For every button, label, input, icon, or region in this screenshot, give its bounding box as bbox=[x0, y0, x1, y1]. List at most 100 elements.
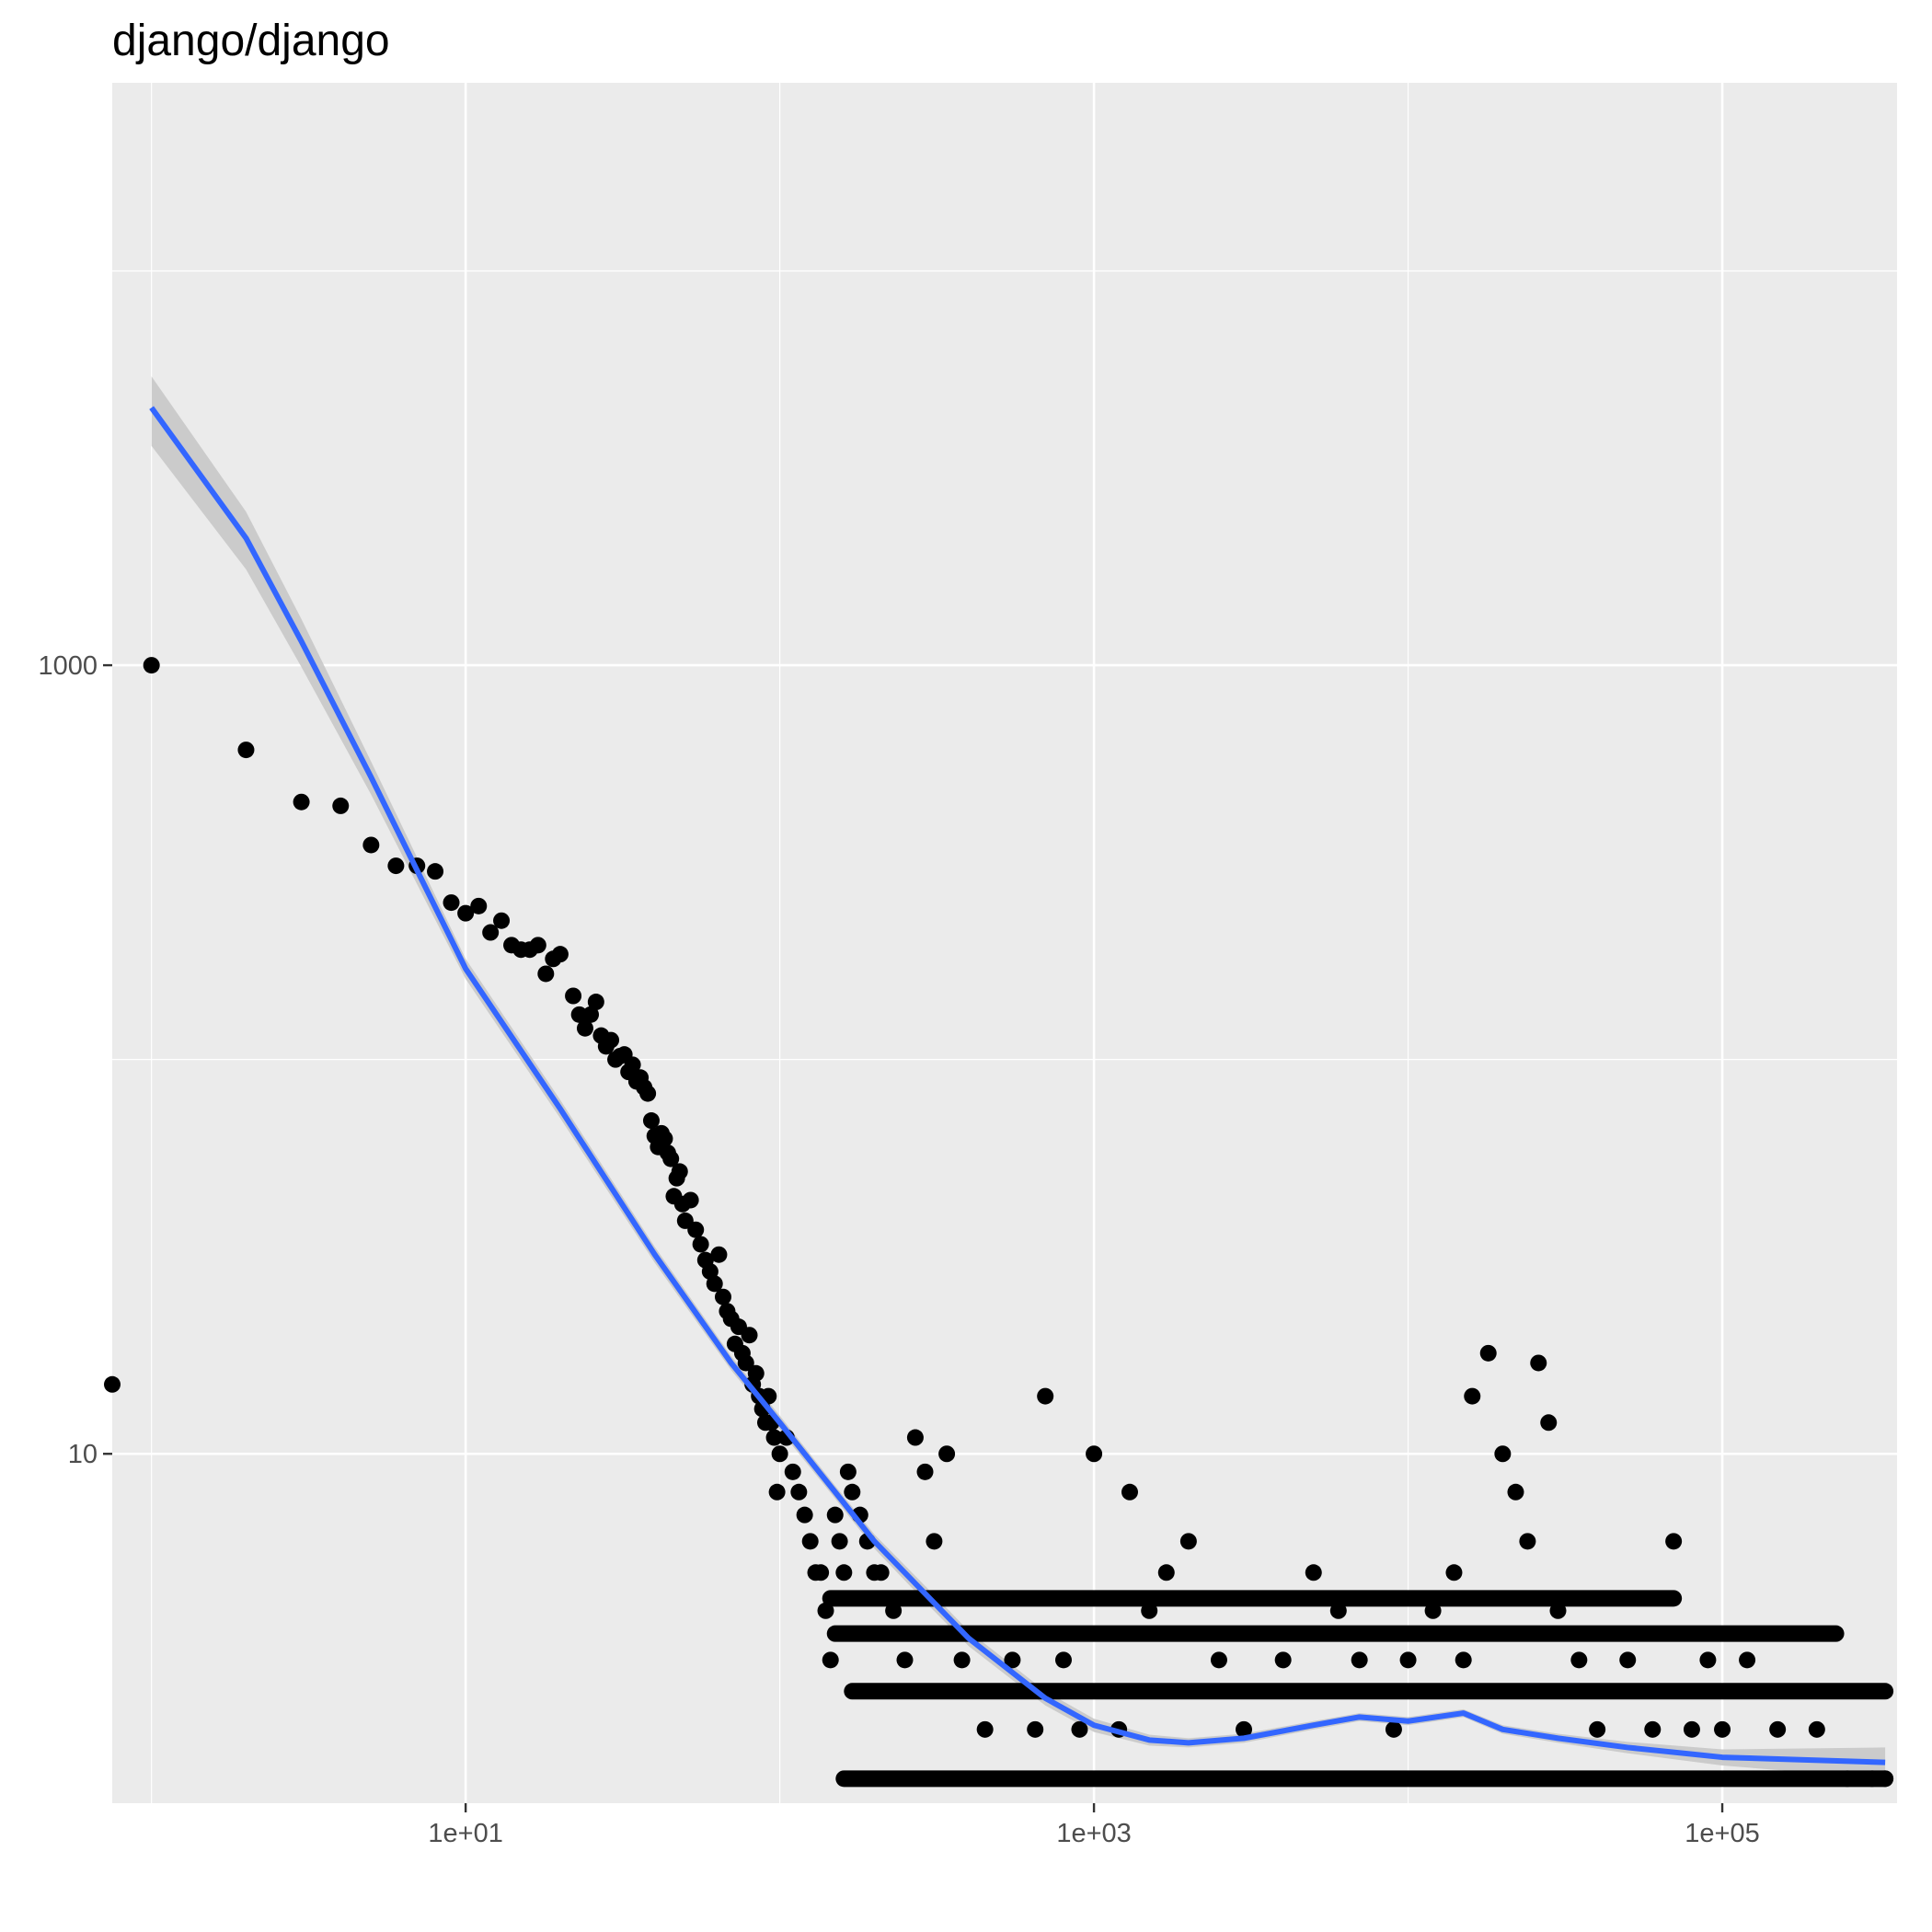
x-tick-label: 1e+01 bbox=[428, 1819, 502, 1848]
data-point bbox=[710, 1246, 728, 1263]
data-point bbox=[737, 1354, 754, 1372]
data-point bbox=[826, 1506, 844, 1524]
data-point bbox=[896, 1651, 914, 1669]
data-point bbox=[796, 1506, 813, 1524]
data-point bbox=[938, 1445, 956, 1463]
data-point bbox=[1808, 1720, 1825, 1738]
data-point bbox=[771, 1445, 788, 1463]
data-point bbox=[844, 1483, 861, 1501]
data-point bbox=[1236, 1720, 1253, 1738]
data-point bbox=[1619, 1651, 1637, 1669]
data-point bbox=[1644, 1720, 1662, 1738]
data-point bbox=[1714, 1720, 1731, 1738]
data-point bbox=[926, 1533, 943, 1550]
data-point bbox=[1179, 1533, 1197, 1550]
x-tick-label: 1e+05 bbox=[1685, 1819, 1759, 1848]
y-axis: 10 1000 bbox=[38, 651, 112, 1469]
data-point bbox=[642, 1112, 660, 1130]
data-point bbox=[482, 924, 500, 941]
data-point bbox=[687, 1221, 705, 1238]
data-point bbox=[1399, 1651, 1417, 1669]
data-point bbox=[551, 946, 569, 963]
data-point bbox=[387, 857, 405, 875]
data-point bbox=[639, 1085, 657, 1102]
data-point bbox=[332, 797, 350, 814]
data-point bbox=[682, 1191, 699, 1209]
data-point bbox=[1665, 1533, 1683, 1550]
data-point bbox=[706, 1275, 723, 1293]
data-point bbox=[784, 1463, 801, 1480]
data-point bbox=[831, 1533, 848, 1550]
smooth-line bbox=[149, 406, 1886, 1765]
data-point bbox=[906, 1429, 924, 1446]
data-point bbox=[427, 863, 444, 880]
data-point bbox=[765, 1429, 783, 1446]
data-point bbox=[1027, 1720, 1044, 1738]
data-point bbox=[1494, 1445, 1512, 1463]
data-point bbox=[1037, 1387, 1054, 1405]
data-point bbox=[537, 965, 555, 983]
data-point bbox=[916, 1463, 934, 1480]
data-point bbox=[1739, 1651, 1756, 1669]
data-point bbox=[747, 1364, 765, 1382]
data-point bbox=[822, 1651, 839, 1669]
data-point bbox=[790, 1483, 808, 1501]
plot-panel bbox=[112, 83, 1897, 1803]
data-point bbox=[443, 894, 460, 912]
data-point bbox=[1351, 1651, 1368, 1669]
data-point bbox=[587, 994, 604, 1011]
data-point bbox=[1305, 1564, 1322, 1581]
data-point bbox=[1589, 1720, 1606, 1738]
data-point bbox=[953, 1651, 971, 1669]
data-point bbox=[1004, 1651, 1021, 1669]
data-point bbox=[1570, 1651, 1588, 1669]
data-point bbox=[1071, 1720, 1088, 1738]
data-point bbox=[570, 1006, 588, 1023]
data-point bbox=[293, 793, 310, 811]
data-point bbox=[582, 1006, 600, 1023]
data-point bbox=[741, 1327, 758, 1344]
data-point bbox=[1455, 1651, 1472, 1669]
data-point bbox=[1519, 1533, 1536, 1550]
data-point bbox=[872, 1564, 890, 1581]
data-point bbox=[624, 1056, 641, 1074]
data-point bbox=[801, 1533, 819, 1550]
data-point bbox=[714, 1288, 731, 1305]
data-point bbox=[1769, 1720, 1787, 1738]
data-point bbox=[1385, 1720, 1402, 1738]
data-point bbox=[603, 1031, 620, 1049]
data-point bbox=[1274, 1651, 1292, 1669]
data-point bbox=[237, 742, 255, 759]
x-tick-label: 1e+03 bbox=[1056, 1819, 1131, 1848]
data-point bbox=[493, 912, 511, 929]
chart-title: django/django bbox=[112, 17, 390, 65]
data-point bbox=[576, 1019, 593, 1037]
data-point bbox=[1683, 1720, 1700, 1738]
data-point bbox=[656, 1130, 673, 1147]
data-point bbox=[662, 1150, 680, 1167]
data-point bbox=[104, 1375, 121, 1393]
data-point bbox=[835, 1564, 853, 1581]
grid-major bbox=[112, 83, 1897, 1803]
data-point bbox=[1479, 1344, 1497, 1362]
data-point bbox=[457, 904, 475, 922]
data-point bbox=[1054, 1651, 1072, 1669]
data-point bbox=[692, 1236, 709, 1253]
data-point bbox=[565, 987, 582, 1005]
grid-minor bbox=[112, 83, 1897, 1803]
data-point bbox=[529, 937, 546, 954]
y-tick-label: 1000 bbox=[38, 651, 98, 681]
data-point bbox=[812, 1564, 830, 1581]
data-point bbox=[143, 657, 160, 674]
data-point bbox=[768, 1483, 786, 1501]
data-point bbox=[362, 836, 380, 854]
smooth-curve bbox=[149, 406, 1886, 1765]
x-axis: 1e+01 1e+03 1e+05 bbox=[428, 1803, 1760, 1848]
data-point bbox=[976, 1720, 994, 1738]
data-point bbox=[1507, 1483, 1524, 1501]
data-point bbox=[1157, 1564, 1175, 1581]
data-point bbox=[1530, 1354, 1547, 1372]
data-point bbox=[1699, 1651, 1717, 1669]
data-point bbox=[1086, 1445, 1103, 1463]
